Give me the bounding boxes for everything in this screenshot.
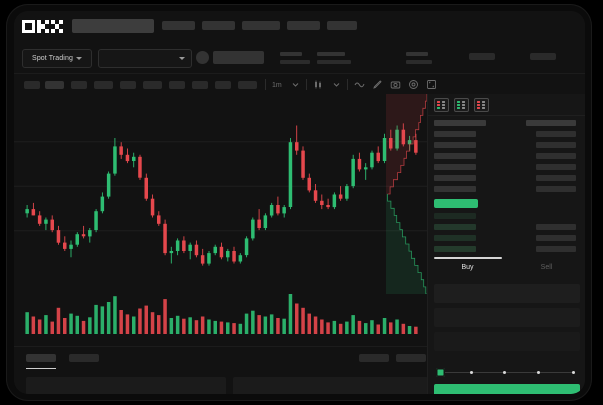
toolbar-btn-6[interactable] [143, 81, 162, 89]
snapshot-camera-icon[interactable] [390, 79, 401, 90]
avatar [196, 51, 209, 64]
bottom-action-2[interactable] [396, 354, 426, 362]
orderbook-bid-row[interactable] [434, 213, 476, 219]
orderbook-ask-amount [536, 175, 576, 181]
orderbook-bid-row[interactable] [434, 224, 476, 230]
orderbook-bid-amount [536, 246, 576, 252]
price-chart[interactable] [14, 94, 427, 346]
bottom-tab-active-indicator [26, 368, 56, 369]
order-form-tabs: Buy Sell [428, 257, 585, 279]
bottom-tab-1[interactable] [26, 354, 56, 362]
slider-mark-50[interactable] [503, 371, 506, 374]
orderbook-ask-row[interactable] [434, 175, 476, 181]
order-amount-field[interactable] [434, 308, 580, 327]
pair-name-label [213, 51, 264, 64]
slider-mark-75[interactable] [537, 371, 540, 374]
orderbook-trade-panel: Buy Sell [427, 94, 585, 394]
okx-logo[interactable] [22, 20, 63, 33]
slider-handle[interactable] [436, 368, 445, 377]
nav-item-3[interactable] [242, 21, 280, 30]
tab-buy[interactable]: Buy [461, 264, 474, 271]
depth-chart [386, 94, 427, 294]
orderbook-ask-amount [536, 142, 576, 148]
top-navbar [14, 11, 585, 41]
toolbar-btn-3[interactable] [71, 81, 87, 89]
orderbook-header-left [434, 120, 486, 126]
chart-settings-gear-icon[interactable] [408, 79, 419, 90]
bottom-action-1[interactable] [359, 354, 389, 362]
trading-mode-label: Spot Trading [32, 55, 73, 62]
toolbar-btn-4[interactable] [94, 81, 113, 89]
orderbook-view-both-icon[interactable] [434, 98, 449, 112]
drawing-pencil-icon[interactable] [372, 79, 383, 90]
tab-sell[interactable]: Sell [540, 264, 553, 271]
orderbook-bid-row[interactable] [434, 235, 476, 241]
slider-track [440, 372, 574, 373]
market-stat-2 [317, 52, 351, 64]
orderbook-view-toggles [434, 98, 489, 112]
orders-panel [14, 346, 428, 394]
orderbook-view-asks-icon[interactable] [474, 98, 489, 112]
orderbook-bid-amount [536, 235, 576, 241]
toolbar-btn-1[interactable] [24, 81, 40, 89]
chart-type-dropdown-icon[interactable] [313, 79, 324, 90]
orderbook-last-price [434, 199, 478, 208]
orderbook-header-right [526, 120, 576, 126]
indicators-wave-icon[interactable] [354, 79, 365, 90]
orderbook-bid-amount [536, 224, 576, 230]
orderbook-ask-amount [536, 186, 576, 192]
chart-toolbar: 1m [14, 73, 585, 96]
bottom-content-left[interactable] [26, 377, 226, 394]
interval-chevron-icon[interactable] [290, 79, 301, 90]
toolbar-btn-10[interactable] [238, 81, 257, 89]
svg-text:1m: 1m [272, 82, 282, 88]
chevron-down-icon [179, 57, 185, 60]
chart-type-chevron-icon[interactable] [331, 79, 342, 90]
toolbar-btn-5[interactable] [120, 81, 136, 89]
candlestick-chart [14, 123, 427, 334]
slider-mark-100[interactable] [572, 371, 575, 374]
order-amount-slider[interactable] [436, 368, 578, 377]
toolbar-btn-9[interactable] [215, 81, 231, 89]
orderbook-ask-row[interactable] [434, 142, 476, 148]
bottom-content-right[interactable] [233, 377, 428, 394]
trading-mode-selector[interactable]: Spot Trading [22, 49, 92, 68]
orderbook-ask-row[interactable] [434, 131, 476, 137]
orderbook-ask-amount [536, 153, 576, 159]
orderbook-ask-row[interactable] [434, 164, 476, 170]
order-total-field[interactable] [434, 332, 580, 351]
market-stat-1 [280, 52, 310, 64]
orderbook-ask-row[interactable] [434, 186, 476, 192]
nav-item-4[interactable] [287, 21, 320, 30]
nav-item-2[interactable] [202, 21, 235, 30]
fullscreen-icon[interactable] [426, 79, 437, 90]
orderbook-ask-amount [536, 131, 576, 137]
app-screen: Spot Trading [14, 11, 585, 394]
market-stat-5 [530, 53, 556, 60]
market-bar: Spot Trading [14, 41, 585, 73]
buy-tab-active-indicator [434, 257, 502, 259]
orderbook-view-bids-icon[interactable] [454, 98, 469, 112]
orderbook-ask-row[interactable] [434, 153, 476, 159]
toolbar-btn-7[interactable] [169, 81, 185, 89]
submit-buy-button[interactable] [434, 384, 580, 394]
toolbar-btn-2[interactable] [45, 81, 64, 89]
search-input[interactable] [72, 19, 154, 33]
order-price-field[interactable] [434, 284, 580, 303]
toolbar-btn-8[interactable] [192, 81, 208, 89]
orderbook-bid-row[interactable] [434, 246, 476, 252]
market-stat-3 [406, 52, 432, 64]
nav-item-1[interactable] [162, 21, 195, 30]
orderbook-ask-amount [536, 164, 576, 170]
nav-item-5[interactable] [327, 21, 357, 30]
market-stat-4 [469, 53, 495, 60]
bottom-tab-2[interactable] [69, 354, 99, 362]
interval-dropdown-icon[interactable]: 1m [272, 80, 285, 88]
slider-mark-25[interactable] [470, 371, 473, 374]
pair-selector[interactable] [98, 49, 192, 68]
chevron-down-icon [75, 57, 82, 60]
